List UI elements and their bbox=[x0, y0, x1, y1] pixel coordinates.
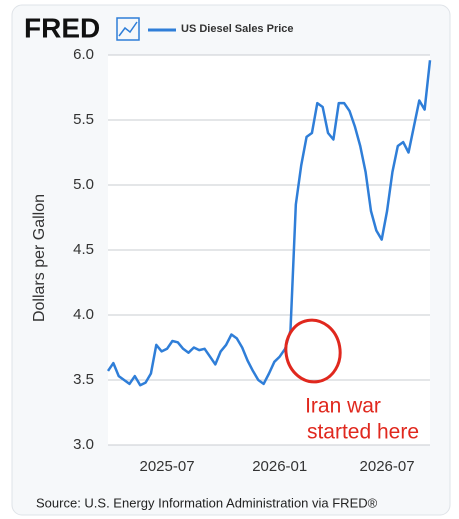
x-tick-label: 2026-07 bbox=[360, 458, 415, 475]
legend-label: US Diesel Sales Price bbox=[181, 23, 294, 35]
annotation-circle bbox=[284, 318, 342, 384]
x-tick-label: 2026-01 bbox=[252, 458, 307, 475]
annotation-text: started here bbox=[307, 421, 419, 444]
y-tick-label: 6.0 bbox=[73, 46, 94, 63]
annotation-text: Iran war bbox=[305, 395, 381, 418]
logo: FRED bbox=[24, 12, 100, 43]
source: Source: U.S. Energy Information Administ… bbox=[36, 495, 378, 510]
logo-icon bbox=[116, 17, 140, 41]
y-tick-label: 4.5 bbox=[73, 241, 94, 258]
x-tick-label: 2025-07 bbox=[140, 458, 195, 475]
y-tick-label: 5.0 bbox=[73, 176, 94, 193]
y-tick-label: 5.5 bbox=[73, 111, 94, 128]
y-tick-label: 3.5 bbox=[73, 371, 94, 388]
line bbox=[106, 60, 432, 387]
y-axis-label: Dollars per Gallon bbox=[31, 194, 48, 322]
y-tick-label: 4.0 bbox=[73, 306, 94, 323]
y-tick-label: 3.0 bbox=[73, 436, 94, 453]
